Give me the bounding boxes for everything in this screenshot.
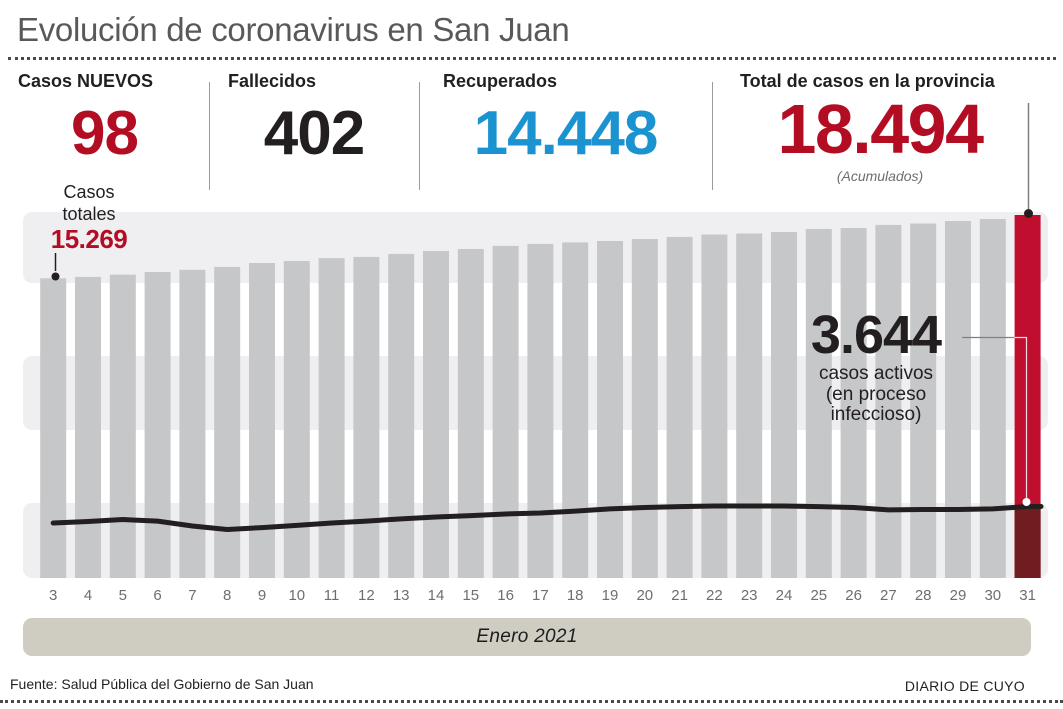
page-title: Evolución de coronavirus en San Juan [17, 11, 570, 48]
bar-day-16 [492, 245, 519, 578]
stat-label-fallecidos: Fallecidos [228, 71, 317, 91]
publisher-credit: DIARIO DE CUYO [904, 678, 1025, 694]
source-credit: Fuente: Salud Pública del Gobierno de Sa… [10, 676, 314, 692]
axis-label-day-30: 30 [984, 587, 1002, 604]
annotation-casos-activos: 3.644 casos activos (en proceso infeccio… [796, 305, 956, 426]
stat-label-total-provincia: Total de casos en la provincia [740, 71, 995, 91]
stat-value-total-provincia: 18.494 [777, 90, 984, 168]
axis-label-day-7: 7 [188, 587, 197, 604]
bar-day-11 [318, 258, 345, 578]
bar-day-27 [875, 224, 902, 578]
axis-label-day-14: 14 [427, 587, 445, 604]
axis-label-day-19: 19 [601, 587, 619, 604]
axis-label-day-31: 31 [1019, 587, 1036, 604]
bar-day-10 [283, 261, 310, 578]
stat-label-recuperados: Recuperados [443, 71, 558, 91]
bar-day-3 [40, 278, 67, 578]
stats-divider [209, 82, 210, 190]
bar-day-14 [423, 251, 449, 578]
axis-label-day-27: 27 [880, 587, 897, 604]
month-band: Enero 2021 [23, 618, 1031, 656]
bar-day-4 [75, 276, 101, 578]
bar-day-26 [840, 228, 867, 578]
total-connector-dot [1024, 209, 1033, 218]
axis-label-day-29: 29 [949, 587, 967, 604]
axis-label-day-24: 24 [775, 587, 793, 604]
annotation-casos-totales-label: Casos totales [62, 182, 116, 224]
axis-label-day-18: 18 [566, 587, 584, 604]
axis-label-day-15: 15 [462, 587, 480, 604]
stat-recuperados: Recuperados 14.448 [419, 0, 712, 195]
bar-day-21 [666, 236, 693, 578]
activos-connector-dot [1022, 498, 1031, 506]
bar-day-13 [388, 253, 415, 578]
top-dotted-divider [8, 57, 1056, 60]
stat-value-recuperados: 14.448 [473, 99, 659, 168]
totales-leader-dot [51, 272, 60, 281]
active-cases-line [50, 503, 1044, 532]
axis-label-day-9: 9 [257, 587, 267, 604]
annotation-casos-totales: Casos totales 15.269 [34, 182, 144, 252]
bar-day-29 [945, 221, 971, 578]
axis-label-day-3: 3 [49, 587, 58, 604]
stat-fallecidos: Fallecidos 402 [209, 0, 419, 195]
bar-day-9 [249, 263, 275, 578]
stats-divider [712, 82, 713, 190]
axis-label-day-21: 21 [671, 587, 688, 604]
axis-label-day-28: 28 [914, 587, 932, 604]
stat-value-fallecidos: 402 [263, 99, 365, 168]
month-label: Enero 2021 [476, 626, 578, 647]
bar-day-30 [979, 219, 1006, 578]
stat-total-provincia: Total de casos en la provincia 18.494 (A… [712, 0, 1048, 195]
bar-day-20 [631, 239, 658, 578]
axis-label-day-20: 20 [636, 587, 654, 604]
stat-casos-nuevos: Casos NUEVOS 98 [0, 0, 209, 195]
annotation-casos-activos-label: casos activos (en proceso infeccioso) [818, 363, 934, 425]
axis-label-day-12: 12 [358, 587, 375, 604]
axis-label-day-25: 25 [810, 587, 828, 604]
bar-day-23 [736, 233, 763, 578]
axis-label-day-4: 4 [83, 587, 93, 604]
bar-day-17 [527, 243, 554, 578]
axis-label-day-5: 5 [118, 587, 127, 604]
axis-label-day-23: 23 [740, 587, 758, 604]
bar-day-24 [771, 232, 797, 578]
annotation-casos-totales-value: 15.269 [50, 224, 128, 254]
bar-day-18 [562, 242, 589, 578]
stats-divider [419, 82, 420, 190]
axis-label-day-26: 26 [845, 587, 862, 604]
stat-value-casos-nuevos: 98 [71, 99, 139, 168]
axis-label-day-17: 17 [532, 587, 549, 604]
annotation-casos-activos-value: 3.644 [810, 305, 942, 365]
bar-day-15 [457, 249, 484, 578]
stat-label-casos-nuevos: Casos NUEVOS [18, 71, 154, 91]
bar-day-12 [353, 256, 380, 578]
active-cases-segment-day-31 [1014, 506, 1041, 578]
bar-day-22 [701, 234, 728, 578]
axis-label-day-6: 6 [153, 587, 162, 604]
bar-day-25 [805, 229, 832, 578]
axis-label-day-10: 10 [288, 587, 306, 604]
bar-day-7 [179, 269, 206, 578]
axis-label-day-13: 13 [392, 587, 410, 604]
axis-label-day-8: 8 [223, 587, 232, 604]
bar-day-5 [109, 274, 136, 578]
bar-day-19 [597, 241, 623, 578]
axis-label-day-22: 22 [706, 587, 723, 604]
axis-label-day-16: 16 [497, 587, 514, 604]
stat-note-acumulados: (Acumulados) [836, 168, 924, 184]
axis-label-day-11: 11 [323, 587, 340, 604]
bar-day-6 [144, 272, 171, 578]
bar-day-28 [910, 223, 937, 578]
activos-connector-line-inner [1014, 336, 1028, 500]
bottom-dotted-divider [0, 700, 1063, 703]
